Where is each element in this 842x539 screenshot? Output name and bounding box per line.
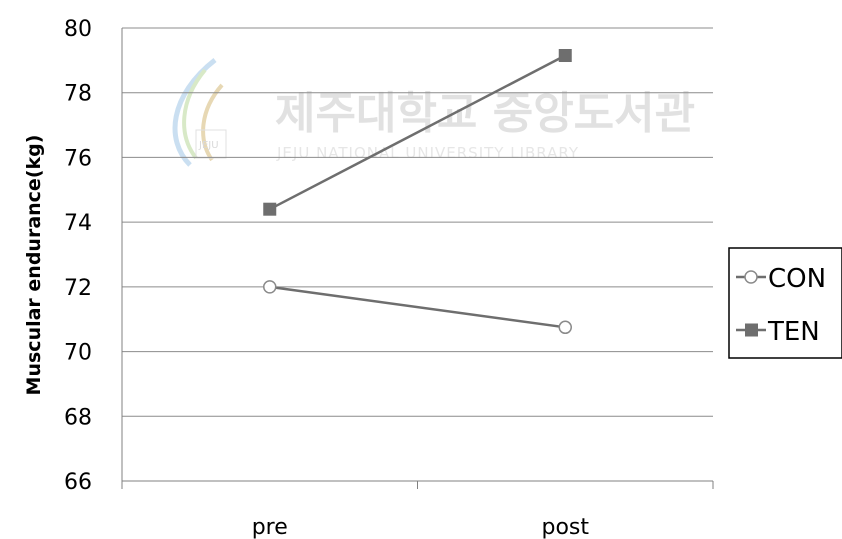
y-tick-label: 80 <box>64 17 92 42</box>
legend-label-ten: TEN <box>767 317 820 347</box>
grid <box>121 27 713 482</box>
y-tick-label: 74 <box>64 211 92 236</box>
x-tick-label-post: post <box>541 515 589 539</box>
watermark-logo-text: JEJU <box>198 140 219 151</box>
y-tick-label: 70 <box>64 341 92 366</box>
legend-marker-ten <box>745 323 758 337</box>
legend: CON TEN <box>728 247 842 359</box>
y-tick-label: 72 <box>64 276 92 301</box>
legend-marker-con <box>744 270 758 284</box>
x-axis <box>121 481 714 489</box>
watermark-title-ko: 제주대학교 중앙도서관 <box>275 88 695 139</box>
y-tick-label: 78 <box>64 82 92 107</box>
y-tick-label: 76 <box>64 146 92 171</box>
y-tick-label: 66 <box>64 470 92 495</box>
data-point-ten-post <box>558 49 572 63</box>
series-group <box>263 49 572 335</box>
legend-label-con: CON <box>768 264 826 294</box>
watermark: JEJU 제주대학교 중앙도서관 JEJU NATIONAL UNIVERSIT… <box>172 58 695 167</box>
y-tick-label: 68 <box>64 405 92 430</box>
data-point-con-pre <box>263 280 277 294</box>
library-logo-icon: JEJU <box>172 58 227 167</box>
series-line-con <box>269 285 566 329</box>
watermark-title-en: JEJU NATIONAL UNIVERSITY LIBRARY <box>276 144 579 162</box>
data-point-ten-pre <box>263 202 277 216</box>
series-line-ten <box>269 54 566 211</box>
y-axis-label: Muscular endurance(kg) <box>23 135 45 396</box>
legend-box <box>728 247 842 359</box>
x-tick-labels: pre post <box>252 515 590 539</box>
data-point-con-post <box>558 320 572 335</box>
y-tick-labels: 66 68 70 72 74 76 78 80 <box>64 17 92 495</box>
x-tick-label-pre: pre <box>252 515 288 539</box>
